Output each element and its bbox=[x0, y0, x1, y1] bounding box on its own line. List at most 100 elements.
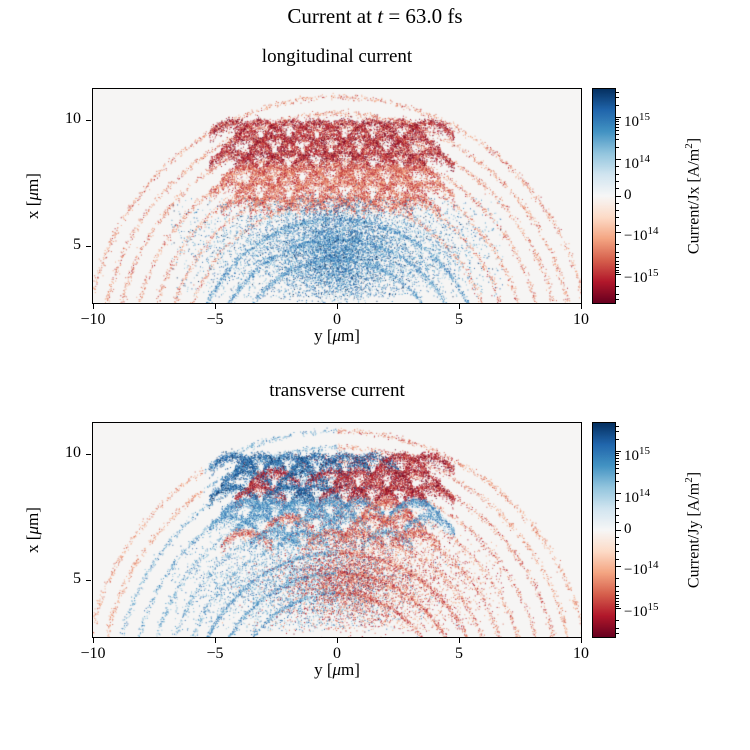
x-tick bbox=[214, 638, 216, 643]
colorbar-minor-tick bbox=[616, 97, 619, 99]
colorbar-minor-tick bbox=[616, 507, 619, 509]
cblabel-pre: Current/Jx [A/m bbox=[685, 148, 703, 255]
colorbar-major-tick bbox=[616, 159, 621, 161]
colorbar-minor-tick bbox=[616, 264, 619, 266]
colorbar-minor-tick bbox=[616, 431, 619, 433]
panel-title-transverse: transverse current bbox=[269, 380, 405, 401]
colorbar-tick-label: −1014 bbox=[624, 225, 659, 245]
figure-title: Current at t = 63.0 fs bbox=[0, 4, 750, 29]
colorbar-tick-label: −1015 bbox=[624, 267, 659, 287]
colorbar-minor-tick bbox=[616, 244, 619, 246]
xlabel-mu: μ bbox=[332, 660, 342, 679]
ylabel-pre: x [ bbox=[23, 534, 42, 553]
x-tick bbox=[458, 638, 460, 643]
colorbar-minor-tick bbox=[616, 544, 619, 546]
colorbar-tick-label: 1015 bbox=[624, 110, 650, 130]
xlabel-post: m] bbox=[341, 326, 360, 345]
colorbar-minor-tick bbox=[616, 453, 619, 455]
colorbar-transverse bbox=[592, 422, 616, 638]
cblabel-sup: 2 bbox=[683, 477, 695, 483]
colorbar-minor-tick bbox=[616, 605, 619, 607]
suptitle-suffix: = 63.0 fs bbox=[383, 4, 463, 28]
colorbar-minor-tick bbox=[616, 601, 619, 603]
x-tick bbox=[580, 304, 582, 309]
y-tick bbox=[86, 119, 91, 121]
cblabel-post: ] bbox=[685, 471, 703, 478]
x-tick-label: 10 bbox=[573, 311, 589, 328]
colorbar-minor-tick bbox=[616, 551, 619, 553]
colorbar-minor-tick bbox=[616, 536, 619, 538]
colorbar-minor-tick bbox=[616, 261, 619, 263]
x-tick-label: −5 bbox=[206, 311, 224, 328]
plot-axes-longitudinal bbox=[92, 88, 582, 304]
colorbar-minor-tick bbox=[616, 585, 619, 587]
suptitle-time-variable: t bbox=[377, 4, 384, 28]
colorbar-minor-tick bbox=[616, 133, 619, 135]
x-tick-label: 10 bbox=[573, 645, 589, 662]
colorbar-major-tick bbox=[616, 529, 621, 531]
y-tick bbox=[86, 579, 91, 581]
colorbar-minor-tick bbox=[616, 578, 619, 580]
colorbar-minor-tick bbox=[616, 269, 619, 271]
colorbar-minor-tick bbox=[616, 267, 619, 269]
colorbar-minor-tick bbox=[616, 480, 619, 482]
colorbar-minor-tick bbox=[616, 271, 619, 273]
colorbar-minor-tick bbox=[616, 257, 619, 258]
colorbar-minor-tick bbox=[616, 173, 619, 175]
ylabel-mu: μ bbox=[23, 525, 42, 535]
ylabel-post: m] bbox=[23, 173, 42, 192]
colorbar-minor-tick bbox=[616, 522, 619, 524]
panel-longitudinal: longitudinal current y [μm] x [μm] Curre… bbox=[0, 36, 750, 366]
colorbar-minor-tick bbox=[616, 188, 619, 190]
transverse-plot-canvas bbox=[93, 423, 581, 637]
xlabel-mu: μ bbox=[332, 326, 342, 345]
colorbar-minor-tick bbox=[616, 224, 619, 226]
y-tick-label: 10 bbox=[65, 110, 81, 128]
colorbar-major-tick bbox=[616, 231, 621, 233]
y-tick-label: 5 bbox=[73, 570, 81, 588]
colorbar-minor-tick bbox=[616, 121, 619, 123]
colorbar-minor-tick bbox=[616, 210, 619, 212]
x-tick bbox=[336, 304, 338, 309]
colorbar-minor-tick bbox=[616, 426, 619, 428]
y-axis-label: x [μm] bbox=[23, 89, 45, 303]
colorbar-minor-tick bbox=[616, 591, 619, 592]
x-tick-label: −5 bbox=[206, 645, 224, 662]
colorbar-minor-tick bbox=[616, 467, 619, 469]
colorbar-minor-tick bbox=[616, 598, 619, 600]
colorbar-tick-label: −1014 bbox=[624, 559, 659, 579]
x-tick bbox=[336, 638, 338, 643]
x-axis-label: y [μm] bbox=[93, 326, 581, 346]
colorbar-major-tick bbox=[616, 117, 621, 119]
colorbar-label-transverse: Current/Jy [A/m2] bbox=[683, 423, 705, 637]
ylabel-mu: μ bbox=[23, 191, 42, 201]
colorbar-minor-tick bbox=[616, 298, 619, 300]
x-tick-label: 0 bbox=[333, 645, 341, 662]
colorbar-minor-tick bbox=[616, 217, 619, 219]
y-tick-label: 10 bbox=[65, 444, 81, 462]
colorbar-major-tick bbox=[616, 493, 621, 495]
colorbar-minor-tick bbox=[616, 438, 619, 440]
colorbar-minor-tick bbox=[616, 293, 619, 295]
colorbar-tick-label: −1015 bbox=[624, 601, 659, 621]
colorbar-minor-tick bbox=[616, 558, 619, 560]
colorbar-minor-tick bbox=[616, 595, 619, 597]
colorbar-minor-tick bbox=[616, 627, 619, 629]
plot-axes-transverse bbox=[92, 422, 582, 638]
xlabel-post: m] bbox=[341, 660, 360, 679]
y-tick bbox=[86, 245, 91, 247]
colorbar-minor-tick bbox=[616, 180, 619, 182]
colorbar-minor-tick bbox=[616, 473, 619, 475]
colorbar-major-tick bbox=[616, 565, 621, 567]
colorbar-minor-tick bbox=[616, 603, 619, 605]
x-tick-label: −10 bbox=[80, 311, 106, 328]
colorbar-label-longitudinal: Current/Jx [A/m2] bbox=[683, 89, 705, 303]
x-tick bbox=[580, 638, 582, 643]
x-tick bbox=[458, 304, 460, 309]
colorbar-minor-tick bbox=[616, 460, 619, 462]
y-axis-label: x [μm] bbox=[23, 423, 45, 637]
colorbar-minor-tick bbox=[616, 251, 619, 253]
colorbar-major-tick bbox=[616, 607, 621, 609]
y-tick-label: 5 bbox=[73, 236, 81, 254]
